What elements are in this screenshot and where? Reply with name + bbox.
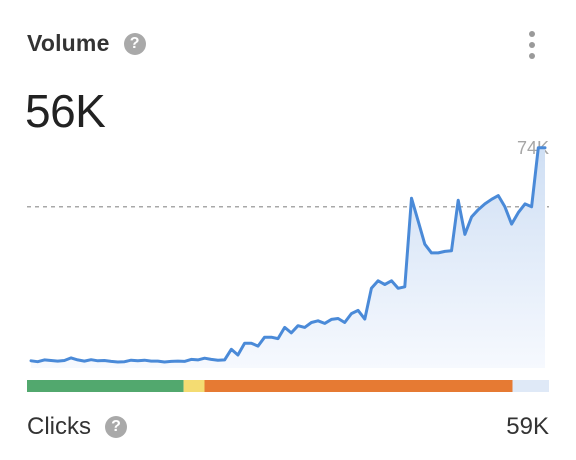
bar-segment-yellow <box>183 380 205 392</box>
kebab-dot <box>529 31 535 37</box>
clicks-label: Clicks <box>27 413 91 440</box>
question-circle-icon[interactable]: ? <box>123 32 146 55</box>
kebab-dot <box>529 53 535 59</box>
chart-area <box>31 147 545 368</box>
widget-title: Volume <box>27 30 110 56</box>
chart-line <box>29 146 547 364</box>
widget-header: Volume ? <box>27 30 146 57</box>
clicks-distribution-bar <box>27 380 549 392</box>
bar-segment-orange <box>204 380 513 392</box>
question-circle-icon[interactable]: ? <box>105 416 127 438</box>
footer-label: Clicks ? <box>27 413 127 441</box>
bar-segment-remainder <box>512 380 549 392</box>
volume-value: 56K <box>25 85 106 137</box>
kebab-menu-icon[interactable] <box>524 31 540 59</box>
kebab-dot <box>529 42 535 48</box>
clicks-value: 59K <box>506 413 549 440</box>
bar-segment-green <box>27 380 184 392</box>
